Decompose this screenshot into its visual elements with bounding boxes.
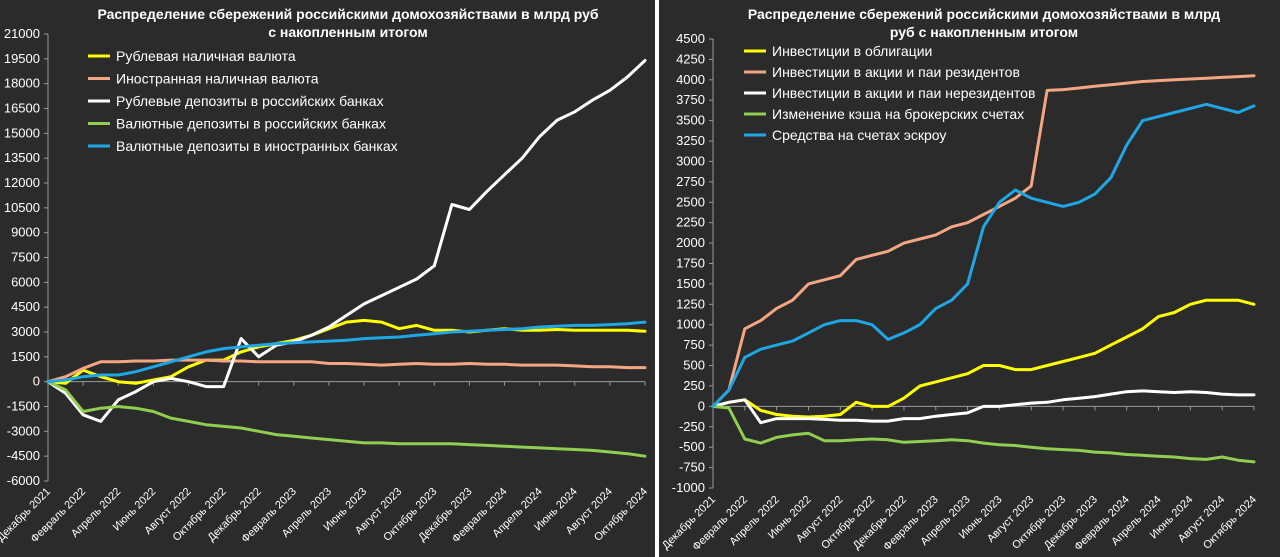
y-tick-label: -4500 [7, 448, 40, 463]
series-line-3 [711, 389, 1256, 425]
legend-label: Иностранная наличная валюта [116, 71, 319, 87]
y-tick-label: 2750 [676, 174, 705, 189]
y-tick-label: 21000 [4, 26, 40, 41]
left-chart-svg: Распределение сбережений российскими дом… [0, 6, 650, 545]
series-line-4 [46, 380, 647, 458]
y-tick-label: -6000 [7, 473, 40, 488]
legend-label: Рублевые депозиты в российских банках [116, 93, 384, 109]
y-tick-label: 0 [698, 398, 705, 413]
y-tick-label: 7500 [11, 250, 40, 265]
y-tick-label: 1000 [676, 317, 705, 332]
chart-title: Распределение сбережений российскими дом… [748, 6, 1220, 22]
y-tick-label: 4250 [676, 51, 705, 66]
legend-label: Средства на счетах эскроу [772, 127, 946, 143]
series-line-1 [711, 298, 1256, 419]
x-tick-label: Февраль 2023 [881, 494, 941, 554]
y-tick-label: 1500 [676, 276, 705, 291]
chart-subtitle: с накопленным итогом [268, 24, 428, 40]
y-tick-label: 6000 [11, 274, 40, 289]
series-line-5 [711, 102, 1256, 408]
y-tick-label: 13500 [4, 150, 40, 165]
y-tick-label: 3250 [676, 133, 705, 148]
y-tick-label: 2000 [676, 235, 705, 250]
y-tick-label: 3000 [11, 324, 40, 339]
x-tick-label: Февраль 2022 [690, 494, 750, 554]
y-tick-label: 750 [683, 337, 705, 352]
y-tick-label: -250 [679, 419, 705, 434]
right-chart-panel: Распределение сбережений российскими дом… [659, 0, 1280, 557]
y-tick-label: 4000 [676, 72, 705, 87]
y-tick-label: 500 [683, 358, 705, 373]
y-tick-label: -3000 [7, 423, 40, 438]
legend-label: Валютные депозиты в российских банках [116, 116, 386, 132]
y-tick-label: 3500 [676, 113, 705, 128]
series-line-2 [711, 74, 1256, 408]
y-tick-label: 18000 [4, 76, 40, 91]
legend-label: Инвестиции в облигации [772, 43, 932, 59]
y-tick-label: 10500 [4, 200, 40, 215]
legend-label: Инвестиции в акции и паи нерезидентов [772, 85, 1035, 101]
y-tick-label: 16500 [4, 101, 40, 116]
y-tick-label: 3750 [676, 92, 705, 107]
y-tick-label: 4500 [11, 299, 40, 314]
y-tick-label: 9000 [11, 225, 40, 240]
chart-subtitle: руб с накопленным итогом [890, 24, 1078, 40]
legend-label: Рублевая наличная валюта [116, 48, 296, 64]
x-tick-label: Февраль 2024 [1072, 494, 1132, 554]
legend-label: Изменение кэша на брокерских счетах [772, 106, 1024, 122]
y-tick-label: 19500 [4, 51, 40, 66]
y-tick-label: 1750 [676, 256, 705, 271]
y-tick-label: 4500 [676, 31, 705, 46]
y-tick-label: 1250 [676, 296, 705, 311]
y-tick-label: 2500 [676, 194, 705, 209]
chart-title: Распределение сбережений российскими дом… [97, 6, 598, 22]
series-line-2 [46, 358, 647, 384]
legend-label: Валютные депозиты в иностранных банках [116, 138, 398, 154]
y-tick-label: 3000 [676, 153, 705, 168]
y-tick-label: -1500 [7, 399, 40, 414]
y-tick-label: 2250 [676, 215, 705, 230]
x-tick-label: Декабрь 2021 [660, 494, 718, 552]
y-tick-label: 12000 [4, 175, 40, 190]
series-line-1 [46, 318, 647, 385]
y-tick-label: 250 [683, 378, 705, 393]
y-tick-label: -750 [679, 460, 705, 475]
series-line-4 [711, 404, 1256, 464]
y-tick-label: 1500 [11, 349, 40, 364]
y-tick-label: -500 [679, 439, 705, 454]
y-tick-label: 0 [33, 374, 40, 389]
left-chart-panel: Распределение сбережений российскими дом… [0, 0, 655, 557]
series-line-3 [46, 59, 647, 423]
y-tick-label: 15000 [4, 125, 40, 140]
right-chart-svg: Распределение сбережений российскими дом… [660, 6, 1259, 554]
legend-label: Инвестиции в акции и паи резидентов [772, 64, 1020, 80]
y-tick-label: -1000 [672, 480, 705, 495]
series-line-5 [46, 320, 647, 384]
